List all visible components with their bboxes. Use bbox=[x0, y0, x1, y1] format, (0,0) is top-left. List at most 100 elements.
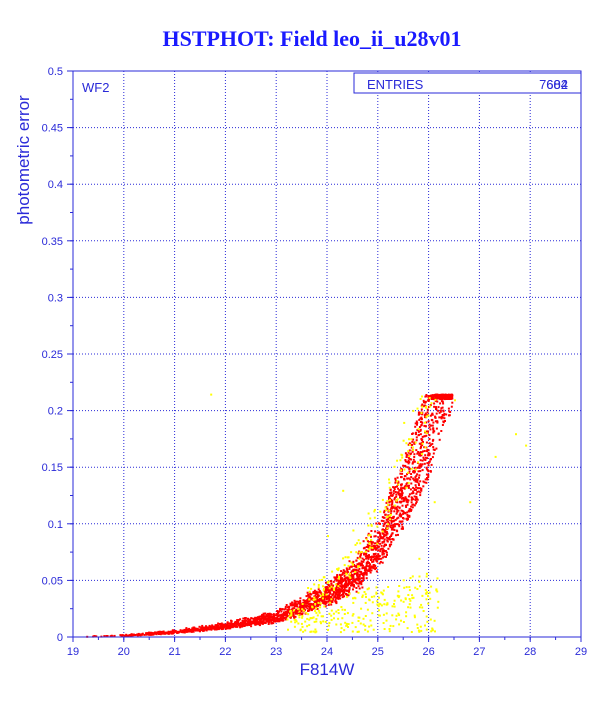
data-point bbox=[174, 630, 177, 633]
data-point bbox=[419, 625, 422, 628]
data-point bbox=[411, 450, 414, 453]
data-point bbox=[398, 623, 401, 626]
data-point bbox=[351, 577, 354, 580]
data-point bbox=[357, 576, 360, 579]
data-point bbox=[416, 407, 419, 410]
data-point bbox=[429, 428, 432, 431]
data-point bbox=[309, 603, 311, 606]
data-point bbox=[369, 571, 372, 574]
data-point bbox=[340, 581, 343, 584]
data-point bbox=[246, 620, 249, 623]
data-point bbox=[441, 414, 444, 416]
x-tick-label: 22 bbox=[219, 646, 231, 658]
data-point bbox=[373, 547, 376, 550]
data-point bbox=[337, 585, 340, 588]
data-point bbox=[310, 609, 313, 612]
data-point bbox=[357, 591, 360, 594]
data-point bbox=[310, 607, 313, 610]
data-point bbox=[316, 593, 319, 595]
data-point bbox=[427, 396, 430, 399]
data-point bbox=[425, 432, 428, 435]
data-point bbox=[369, 534, 372, 537]
data-point bbox=[383, 509, 386, 512]
data-point bbox=[402, 621, 405, 623]
data-point bbox=[250, 617, 253, 620]
data-point bbox=[374, 545, 377, 548]
data-point bbox=[360, 582, 362, 585]
data-point bbox=[337, 569, 340, 572]
data-point bbox=[265, 615, 268, 618]
data-point bbox=[391, 502, 394, 505]
data-point bbox=[401, 456, 404, 459]
data-point bbox=[340, 627, 343, 630]
data-point bbox=[440, 430, 443, 432]
data-point bbox=[417, 490, 420, 493]
data-point bbox=[399, 512, 402, 515]
data-point bbox=[427, 464, 430, 467]
data-point bbox=[226, 621, 229, 624]
data-point bbox=[364, 572, 367, 575]
data-point bbox=[388, 501, 391, 504]
data-point bbox=[393, 488, 396, 491]
data-point bbox=[376, 544, 379, 547]
data-point bbox=[323, 576, 326, 579]
data-point bbox=[378, 609, 380, 612]
data-point bbox=[391, 494, 394, 497]
data-point bbox=[337, 597, 340, 600]
data-point bbox=[330, 618, 333, 621]
data-point bbox=[326, 591, 329, 594]
data-point bbox=[234, 620, 237, 623]
data-point bbox=[416, 481, 419, 484]
data-point bbox=[416, 487, 419, 490]
data-point bbox=[264, 612, 267, 615]
data-point bbox=[367, 587, 370, 590]
data-point bbox=[346, 569, 349, 571]
data-point bbox=[411, 497, 414, 499]
data-point bbox=[399, 459, 402, 462]
data-point bbox=[321, 599, 324, 602]
data-point bbox=[289, 614, 292, 617]
data-point bbox=[421, 606, 424, 609]
data-point bbox=[428, 398, 430, 401]
data-point bbox=[310, 630, 313, 633]
data-point bbox=[375, 548, 377, 551]
data-point bbox=[421, 459, 424, 462]
data-point bbox=[370, 555, 373, 558]
data-point bbox=[258, 615, 261, 618]
data-point bbox=[348, 567, 351, 570]
data-point bbox=[284, 611, 287, 614]
data-point bbox=[405, 485, 408, 488]
data-point bbox=[350, 565, 353, 568]
data-point bbox=[145, 633, 148, 636]
data-point bbox=[383, 538, 386, 541]
data-point bbox=[224, 627, 227, 630]
data-point bbox=[409, 577, 412, 579]
data-point bbox=[357, 562, 360, 565]
data-point bbox=[428, 395, 431, 398]
data-point bbox=[419, 459, 422, 462]
data-point bbox=[370, 595, 373, 598]
data-point bbox=[429, 470, 432, 472]
data-point bbox=[396, 476, 399, 479]
data-point bbox=[360, 562, 362, 565]
data-point bbox=[159, 633, 162, 636]
data-point bbox=[381, 530, 384, 533]
data-point bbox=[263, 617, 266, 619]
data-point bbox=[353, 579, 356, 581]
data-point bbox=[287, 610, 290, 613]
data-point bbox=[306, 617, 309, 620]
data-point bbox=[416, 490, 419, 493]
data-point bbox=[388, 543, 391, 546]
data-point bbox=[405, 498, 408, 501]
data-point bbox=[333, 595, 336, 598]
data-point bbox=[305, 595, 308, 598]
data-point bbox=[431, 424, 434, 427]
data-point bbox=[381, 541, 384, 544]
data-point bbox=[276, 615, 279, 618]
data-point bbox=[335, 623, 338, 626]
data-point bbox=[180, 631, 183, 634]
data-point bbox=[331, 598, 334, 600]
data-point bbox=[434, 398, 437, 401]
data-point bbox=[302, 607, 305, 609]
data-point bbox=[419, 428, 422, 431]
